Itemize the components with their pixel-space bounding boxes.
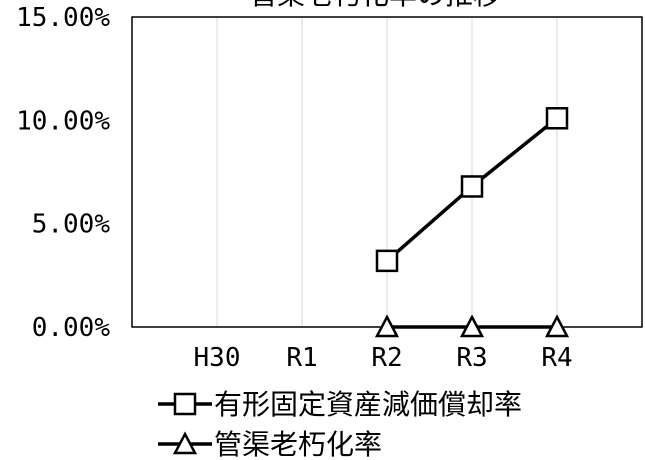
legend-label: 有形固定資産減価償却率 [214, 388, 522, 421]
legend-label: 管渠老朽化率 [214, 428, 382, 460]
x-tick-label: R3 [456, 343, 487, 373]
series-1 [375, 107, 569, 273]
legend-item: 管渠老朽化率 [158, 428, 382, 460]
y-tick-label: 0.00% [32, 313, 111, 343]
data-point [460, 175, 484, 198]
x-tick-label: H30 [194, 343, 241, 373]
x-tick-label: R2 [371, 343, 402, 373]
legend-item: 有形固定資産減価償却率 [158, 388, 522, 421]
legend-marker [173, 392, 197, 416]
data-point [374, 314, 400, 338]
chart-title: 管渠老朽化率の推移 [249, 0, 501, 11]
series-layer [374, 107, 570, 338]
y-axis: 0.00% 5.00% 10.00% 15.00% [16, 3, 110, 343]
grid [216, 17, 558, 327]
y-tick-label: 15.00% [16, 3, 110, 33]
y-tick-label: 5.00% [32, 210, 111, 240]
data-point [544, 314, 570, 338]
legend-marker [172, 431, 198, 455]
x-axis: H30 R1 R2 R3 R4 [194, 343, 573, 373]
data-point [459, 314, 485, 338]
x-tick-label: R1 [286, 343, 317, 373]
y-tick-label: 10.00% [16, 106, 110, 136]
data-point [545, 107, 569, 130]
data-point [375, 249, 399, 273]
x-tick-label: R4 [541, 343, 572, 373]
series-2 [374, 314, 570, 338]
